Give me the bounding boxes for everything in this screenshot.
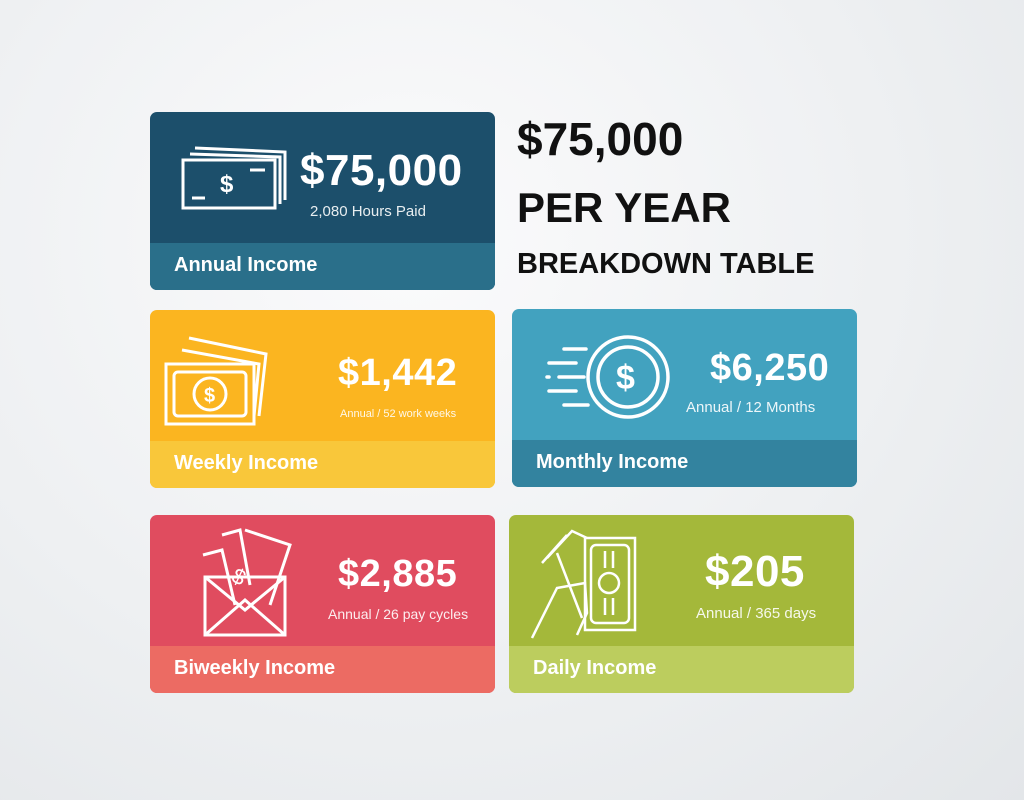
- monthly-income-card: $ $6,250 Annual / 12 Months Monthly Inco…: [512, 309, 857, 487]
- heading-breakdown: BREAKDOWN TABLE: [517, 248, 815, 280]
- annual-label: Annual Income: [174, 254, 318, 276]
- cash-stack-icon: $: [181, 146, 287, 210]
- monthly-label: Monthly Income: [536, 451, 689, 473]
- weekly-subtitle: Annual / 52 work weeks: [340, 408, 457, 420]
- heading-per-year: PER YEAR: [517, 184, 731, 231]
- biweekly-amount: $2,885: [338, 553, 458, 595]
- annual-subtitle: 2,080 Hours Paid: [310, 203, 426, 220]
- svg-text:$: $: [220, 171, 234, 198]
- banknotes-icon: $: [164, 336, 268, 426]
- weekly-label: Weekly Income: [174, 452, 319, 474]
- biweekly-subtitle: Annual / 26 pay cycles: [328, 606, 469, 622]
- daily-label: Daily Income: [533, 657, 657, 679]
- svg-text:$: $: [616, 359, 635, 397]
- hand-money-icon: [530, 529, 637, 639]
- weekly-amount: $1,442: [338, 352, 458, 394]
- heading-amount: $75,000: [517, 113, 684, 165]
- biweekly-label: Biweekly Income: [174, 657, 336, 679]
- svg-text:$: $: [204, 385, 215, 407]
- fast-coin-icon: $: [545, 335, 670, 419]
- daily-amount: $205: [705, 547, 805, 596]
- weekly-income-card: $ $1,442 Annual / 52 work weeks Weekly I…: [150, 310, 495, 488]
- daily-income-card: $205 Annual / 365 days Daily Income: [509, 515, 854, 693]
- annual-amount: $75,000: [300, 146, 463, 195]
- monthly-subtitle: Annual / 12 Months: [686, 399, 816, 416]
- monthly-amount: $6,250: [710, 347, 830, 389]
- biweekly-income-card: $ $2,885 Annual / 26 pay cycles Biweekly…: [150, 515, 495, 693]
- envelope-money-icon: $: [202, 528, 292, 637]
- annual-income-card: $ $75,000 2,080 Hours Paid Annual Income: [150, 112, 495, 290]
- daily-subtitle: Annual / 365 days: [696, 605, 817, 622]
